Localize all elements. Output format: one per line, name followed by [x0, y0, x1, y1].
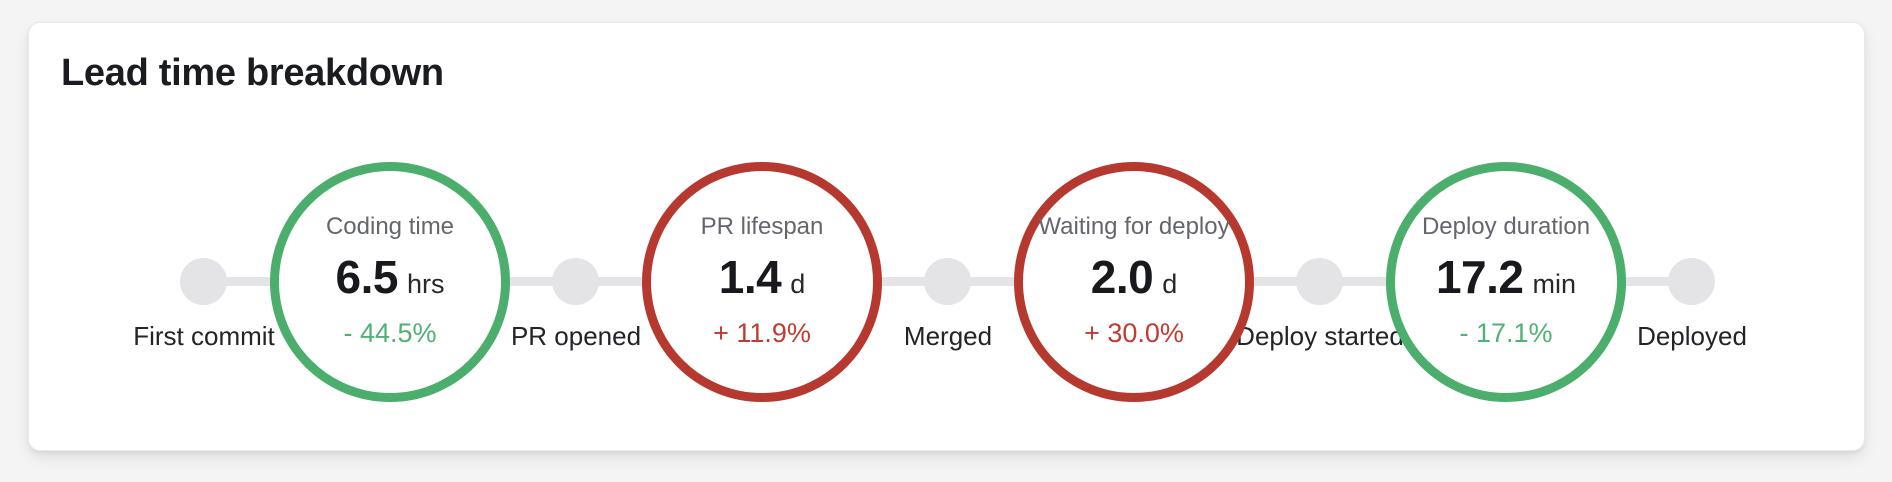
milestone-dot-deploy-started	[1296, 258, 1343, 305]
stage-value: 2.0	[1090, 251, 1154, 303]
stage-delta: + 11.9%	[713, 318, 811, 348]
stage-delta: - 17.1%	[1459, 318, 1553, 348]
milestone-dot-first-commit	[180, 258, 227, 305]
milestone-label-deploy-started: Deploy started	[1236, 321, 1404, 351]
stage-delta: + 30.0%	[1084, 318, 1184, 348]
milestone-dot-deployed	[1668, 258, 1715, 305]
milestone-label-deployed: Deployed	[1637, 321, 1747, 351]
stage-circle-pr-lifespan[interactable]: PR lifespan 1.4 d + 11.9%	[642, 162, 882, 402]
stage-value: 1.4	[718, 251, 782, 303]
lead-time-timeline: First commit PR opened Merged Deploy sta…	[29, 23, 1864, 450]
stage-unit: d	[1162, 269, 1178, 299]
stage-name: Deploy duration	[1421, 213, 1591, 240]
stage-value-row: 2.0 d	[1023, 249, 1245, 305]
lead-time-breakdown-card: Lead time breakdown First commit PR open…	[28, 22, 1865, 451]
milestone-label-first-commit: First commit	[133, 321, 275, 351]
stage-unit: hrs	[406, 269, 445, 299]
stage-circle-waiting-for-deploy[interactable]: Waiting for deploy 2.0 d + 30.0%	[1014, 162, 1254, 402]
stage-name: Waiting for deploy	[1038, 213, 1230, 240]
stage-delta: - 44.5%	[343, 318, 437, 348]
stage-unit: min	[1532, 269, 1577, 299]
stage-circle-deploy-duration[interactable]: Deploy duration 17.2 min - 17.1%	[1386, 162, 1626, 402]
stage-value-row: 1.4 d	[651, 249, 873, 305]
stage-value: 17.2	[1435, 251, 1524, 303]
milestone-label-pr-opened: PR opened	[510, 321, 642, 351]
milestone-dot-merged	[924, 258, 971, 305]
stage-circle-coding-time[interactable]: Coding time 6.5 hrs - 44.5%	[270, 162, 510, 402]
stage-value: 6.5	[335, 251, 399, 303]
stage-name: PR lifespan	[700, 213, 824, 240]
stage-unit: d	[790, 269, 806, 299]
card-title: Lead time breakdown	[61, 52, 444, 94]
stage-value-row: 6.5 hrs	[279, 249, 501, 305]
stage-name: Coding time	[325, 213, 455, 240]
milestone-dot-pr-opened	[552, 258, 599, 305]
stage-value-row: 17.2 min	[1395, 249, 1617, 305]
milestone-label-merged: Merged	[903, 321, 993, 351]
